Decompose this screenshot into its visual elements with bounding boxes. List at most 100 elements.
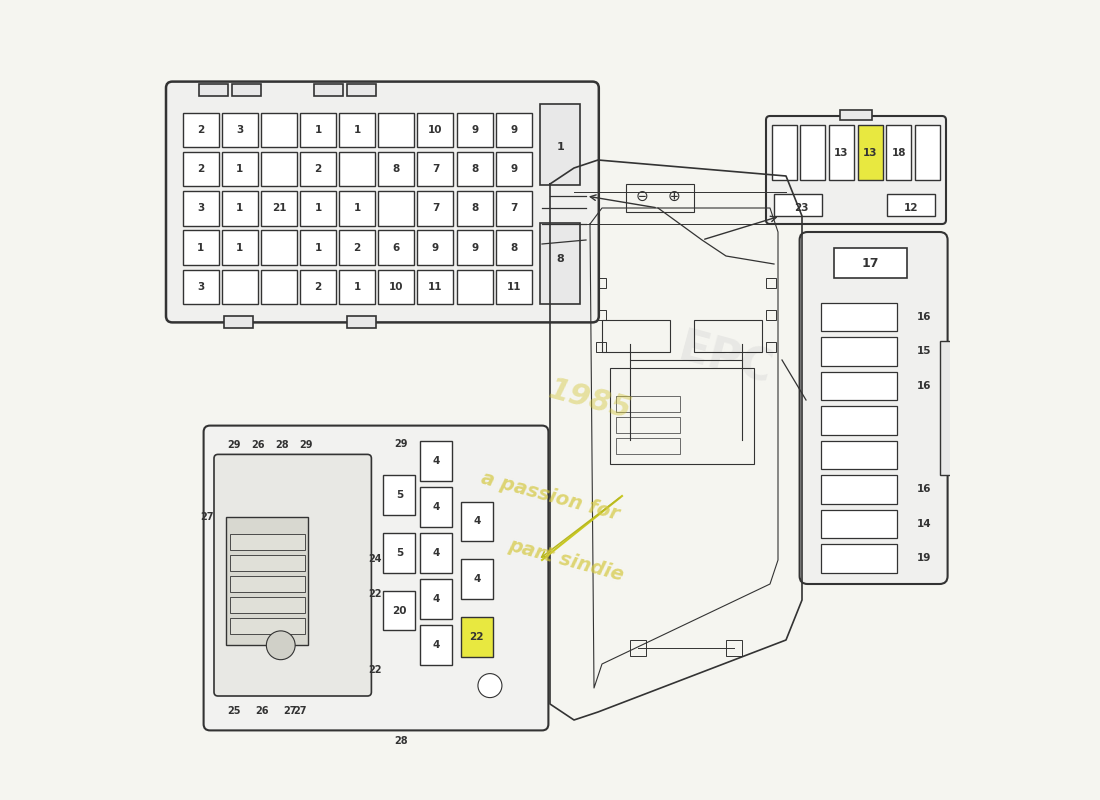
Text: 24: 24 (368, 554, 382, 565)
Text: 16: 16 (916, 381, 931, 391)
Bar (339, 191, 375, 226)
Circle shape (477, 674, 502, 698)
Text: 1: 1 (315, 125, 321, 135)
Text: 7: 7 (432, 164, 439, 174)
Bar (834, 248, 906, 278)
Text: 1: 1 (197, 242, 205, 253)
Text: 27: 27 (200, 512, 214, 522)
Text: 3: 3 (197, 203, 205, 214)
Bar (420, 442, 452, 481)
Bar (840, 110, 872, 120)
Bar (771, 125, 796, 180)
Text: 15: 15 (916, 346, 931, 357)
FancyBboxPatch shape (766, 116, 946, 224)
Bar (456, 191, 493, 226)
Text: 2: 2 (197, 164, 205, 174)
Text: 16: 16 (916, 485, 931, 494)
Bar (694, 320, 762, 352)
Bar (199, 84, 228, 96)
Text: 2: 2 (315, 282, 321, 292)
Bar (630, 640, 646, 656)
Bar (378, 270, 415, 304)
Bar (222, 191, 257, 226)
Bar (821, 475, 898, 503)
Bar (596, 310, 606, 320)
Bar (378, 191, 415, 226)
Bar (222, 113, 257, 147)
Bar (383, 533, 416, 573)
Bar (540, 223, 581, 304)
Text: 4: 4 (473, 574, 481, 584)
Text: EPC: EPC (674, 327, 778, 393)
Bar (348, 84, 376, 96)
Text: 28: 28 (275, 440, 289, 450)
Text: 23: 23 (794, 203, 808, 213)
Text: 8: 8 (471, 164, 478, 174)
Bar (261, 113, 297, 147)
FancyBboxPatch shape (800, 232, 947, 584)
Bar (339, 152, 375, 186)
Text: 9: 9 (510, 125, 517, 135)
Bar (821, 302, 898, 331)
Text: 9: 9 (510, 164, 517, 174)
Text: 8: 8 (471, 203, 478, 214)
Text: 5: 5 (396, 490, 403, 500)
FancyBboxPatch shape (204, 426, 549, 730)
Text: 9: 9 (432, 242, 439, 253)
Bar (420, 625, 452, 665)
Bar (418, 230, 453, 265)
Bar (766, 278, 775, 288)
Text: 21: 21 (272, 203, 286, 214)
Bar (821, 441, 898, 469)
Bar (456, 113, 493, 147)
Bar (596, 342, 606, 352)
Text: 3: 3 (197, 282, 205, 292)
Bar (300, 191, 337, 226)
Text: 1: 1 (315, 242, 321, 253)
Text: 1985: 1985 (546, 375, 635, 425)
Text: 12: 12 (904, 203, 918, 213)
Bar (821, 544, 898, 573)
Bar (496, 270, 531, 304)
Bar (230, 534, 305, 550)
Text: 9: 9 (471, 125, 478, 135)
Bar (496, 113, 531, 147)
Text: 22: 22 (368, 665, 382, 675)
Bar (887, 125, 912, 180)
Text: 13: 13 (834, 147, 849, 158)
Bar (383, 591, 416, 630)
Text: ⊖: ⊖ (636, 189, 648, 203)
Bar (887, 194, 935, 216)
Text: 8: 8 (510, 242, 517, 253)
Bar (418, 152, 453, 186)
Bar (420, 579, 452, 618)
Text: 10: 10 (428, 125, 442, 135)
Text: 26: 26 (255, 706, 268, 717)
Bar (300, 230, 337, 265)
Text: 1: 1 (557, 142, 564, 152)
Bar (183, 152, 219, 186)
Bar (183, 113, 219, 147)
Bar (300, 152, 337, 186)
Bar (230, 598, 305, 613)
Text: 4: 4 (432, 548, 440, 558)
Bar (461, 559, 493, 599)
FancyBboxPatch shape (214, 454, 372, 696)
Bar (230, 576, 305, 591)
Bar (858, 125, 883, 180)
Text: 4: 4 (432, 640, 440, 650)
Bar (378, 230, 415, 265)
Bar (339, 270, 375, 304)
Bar (461, 502, 493, 541)
Bar (230, 618, 305, 634)
Bar (766, 310, 775, 320)
Bar (183, 191, 219, 226)
Bar (821, 338, 898, 366)
Text: 8: 8 (557, 254, 564, 264)
Bar (616, 417, 680, 433)
Text: 16: 16 (916, 312, 931, 322)
Text: 5: 5 (396, 548, 403, 558)
Bar (829, 125, 855, 180)
Text: 11: 11 (428, 282, 442, 292)
Bar (261, 230, 297, 265)
